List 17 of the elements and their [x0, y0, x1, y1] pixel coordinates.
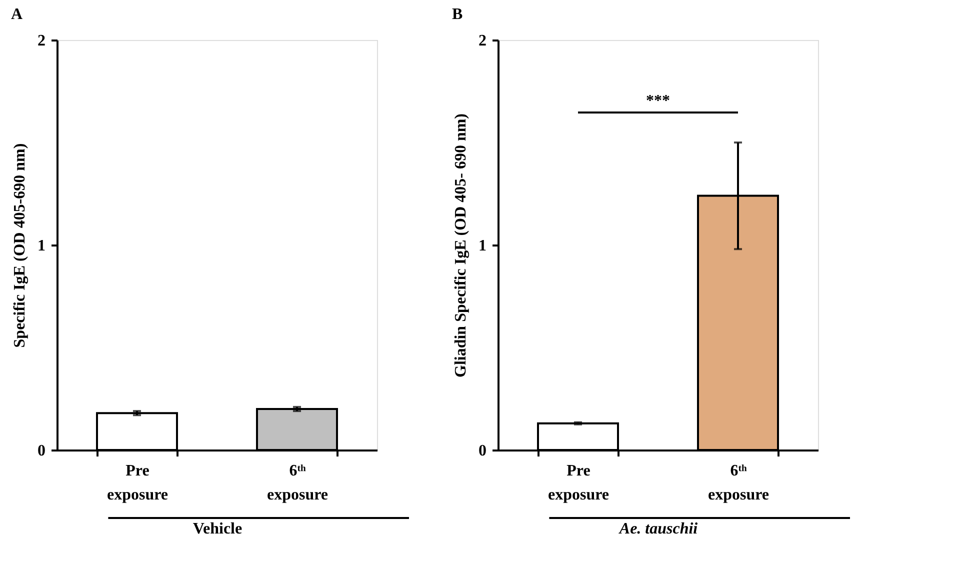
- x-tick-label: Pre exposure: [548, 462, 610, 504]
- y-tick-label: 0: [38, 442, 46, 460]
- chart-title: B: [452, 6, 463, 23]
- x-tick-label: 6ᵗʰ exposure: [708, 462, 770, 504]
- x-axis-title: Vehicle: [192, 520, 242, 538]
- chart-title: A: [11, 6, 23, 23]
- y-tick-label: 2: [478, 32, 486, 50]
- y-tick-label: 1: [38, 238, 46, 254]
- y-tick-label: 2: [38, 32, 46, 50]
- y-axis-title: Specific IgE (OD 405-690 nm): [12, 143, 28, 348]
- x-tick-label: 6ᵗʰ exposure: [266, 462, 328, 504]
- x-axis-title: Ae. tauschii: [618, 520, 698, 538]
- y-axis-title: Gliadin Specific IgE (OD 405- 690 nm): [452, 113, 470, 378]
- y-tick-label: 1: [478, 238, 486, 254]
- x-tick-label: Pre exposure: [106, 462, 168, 504]
- y-tick-label: 0: [478, 442, 486, 460]
- annotation: ***: [646, 92, 670, 110]
